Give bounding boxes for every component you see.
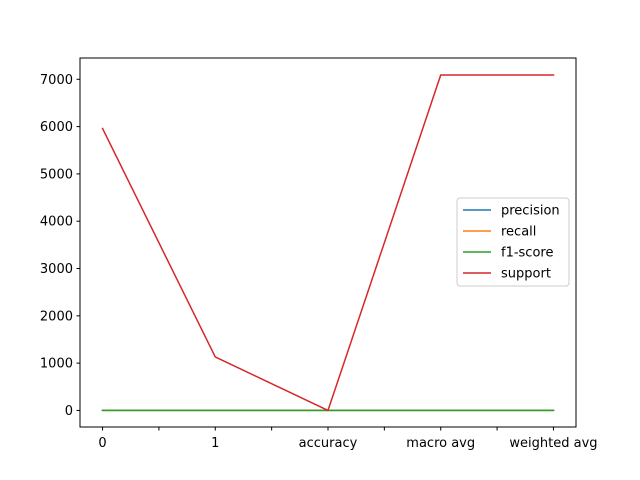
legend-label-precision: precision: [501, 204, 560, 219]
x-tick-label: macro avg: [406, 436, 475, 451]
x-tick-label: accuracy: [299, 436, 358, 451]
legend-label-f1-score: f1-score: [501, 246, 553, 261]
y-tick-label: 2000: [40, 309, 73, 324]
axes: 0 1000 2000 3000 4000 5000 6000 7000 0 1 accuracy m…: [40, 57, 598, 451]
x-tick-label: 0: [98, 436, 106, 451]
y-tick-label: 7000: [40, 73, 73, 88]
plot-area: [101, 74, 555, 412]
legend-label-recall: recall: [501, 225, 536, 240]
y-tick-label: 1000: [40, 357, 73, 372]
y-tick-label: 5000: [40, 167, 73, 182]
y-tick-label: 4000: [40, 215, 73, 230]
legend: precision recall f1-score support: [456, 197, 570, 287]
series-line-support: [101, 74, 555, 412]
x-tick-label: weighted avg: [509, 436, 597, 451]
y-tick-label: 6000: [40, 120, 73, 135]
legend-box: [456, 197, 570, 287]
legend-label-support: support: [501, 267, 551, 282]
y-tick-label: 3000: [40, 262, 73, 277]
y-tick-label: 0: [65, 404, 73, 419]
x-tick-label: 1: [211, 436, 219, 451]
